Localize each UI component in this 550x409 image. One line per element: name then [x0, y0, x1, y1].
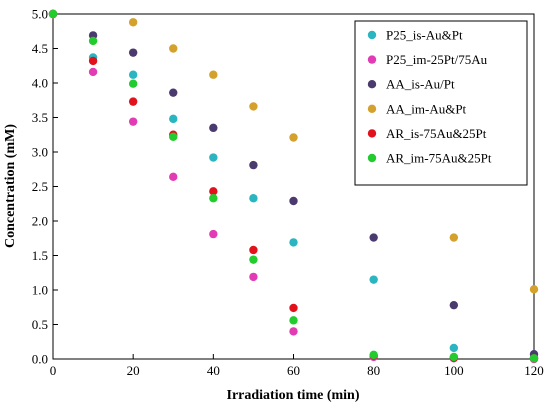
data-point — [249, 272, 258, 282]
data-point — [369, 350, 378, 360]
y-axis-title: Concentration (mM) — [3, 124, 18, 248]
data-point — [289, 238, 298, 247]
y-tick-label: 0.0 — [32, 352, 48, 367]
data-point — [289, 303, 298, 313]
y-tick-label: 3.0 — [32, 145, 48, 160]
data-point — [249, 160, 258, 170]
data-point — [209, 194, 218, 203]
data-point — [209, 123, 218, 133]
data-point — [169, 88, 178, 97]
legend-marker — [367, 104, 377, 114]
axis-ticks: 0 20 40 60 80 100 120 0.0 0.5 1.0 1.5 2.0 2.5 3.0 3.5 4… — [32, 7, 544, 379]
x-tick-label: 100 — [444, 363, 464, 378]
y-tick-label: 1.5 — [32, 248, 48, 263]
data-point — [449, 352, 459, 362]
x-tick-label: 60 — [287, 363, 300, 378]
legend-marker — [367, 153, 377, 163]
y-tick-label: 4.0 — [32, 76, 48, 91]
legend-marker — [367, 30, 377, 40]
data-point — [249, 255, 258, 264]
data-point — [128, 79, 138, 88]
data-point — [48, 9, 58, 19]
data-point — [128, 70, 138, 79]
data-point — [209, 70, 218, 79]
y-tick-label: 1.0 — [32, 283, 48, 298]
data-point — [128, 18, 138, 27]
data-point — [169, 114, 178, 124]
legend-label: AA_im-Au&Pt — [386, 101, 467, 116]
legend-label: AR_is-75Au&25Pt — [386, 126, 487, 141]
data-point — [249, 102, 258, 111]
data-point — [249, 194, 258, 203]
x-tick-label: 0 — [50, 363, 57, 378]
data-point — [369, 233, 378, 242]
x-tick-label: 120 — [524, 363, 544, 378]
data-point — [369, 275, 378, 284]
y-tick-label: 5.0 — [32, 7, 48, 22]
x-axis-title: Irradiation time (min) — [227, 388, 360, 403]
legend-label: AR_im-75Au&25Pt — [386, 151, 492, 166]
data-point — [249, 245, 258, 255]
data-point — [529, 354, 539, 363]
data-point — [289, 316, 298, 325]
data-point — [88, 67, 98, 77]
data-point — [88, 36, 98, 46]
y-tick-label: 3.5 — [32, 110, 48, 125]
data-point — [128, 117, 138, 126]
legend: P25_is-Au&Pt P25_im-25Pt/75Au AA_is-Au/Pt A… — [354, 20, 528, 186]
legend-box — [354, 20, 528, 186]
data-point — [88, 56, 98, 66]
data-point — [169, 172, 178, 182]
data-point — [289, 327, 298, 336]
data-point — [289, 133, 298, 142]
x-tick-label: 80 — [367, 363, 380, 378]
data-point — [449, 343, 459, 353]
legend-marker — [367, 80, 377, 89]
data-point — [209, 153, 218, 162]
data-point — [169, 44, 178, 53]
legend-marker — [367, 129, 377, 138]
y-tick-label: 0.5 — [32, 317, 48, 332]
data-point — [289, 196, 298, 206]
data-point — [169, 132, 178, 142]
data-point — [128, 97, 138, 106]
y-tick-label: 2.5 — [32, 179, 48, 194]
data-point — [209, 187, 218, 196]
data-point — [449, 300, 459, 310]
data-point — [449, 233, 459, 242]
y-tick-label: 4.5 — [32, 41, 48, 56]
legend-label: P25_is-Au&Pt — [386, 28, 463, 43]
legend-label: P25_im-25Pt/75Au — [386, 52, 488, 67]
legend-marker — [367, 55, 377, 64]
y-tick-label: 2.0 — [32, 214, 48, 229]
x-tick-label: 20 — [127, 363, 140, 378]
data-point — [529, 285, 539, 294]
data-points — [48, 9, 539, 364]
legend-label: AA_is-Au/Pt — [386, 77, 455, 92]
x-tick-label: 40 — [207, 363, 220, 378]
data-point — [128, 48, 138, 57]
data-point — [209, 229, 218, 239]
